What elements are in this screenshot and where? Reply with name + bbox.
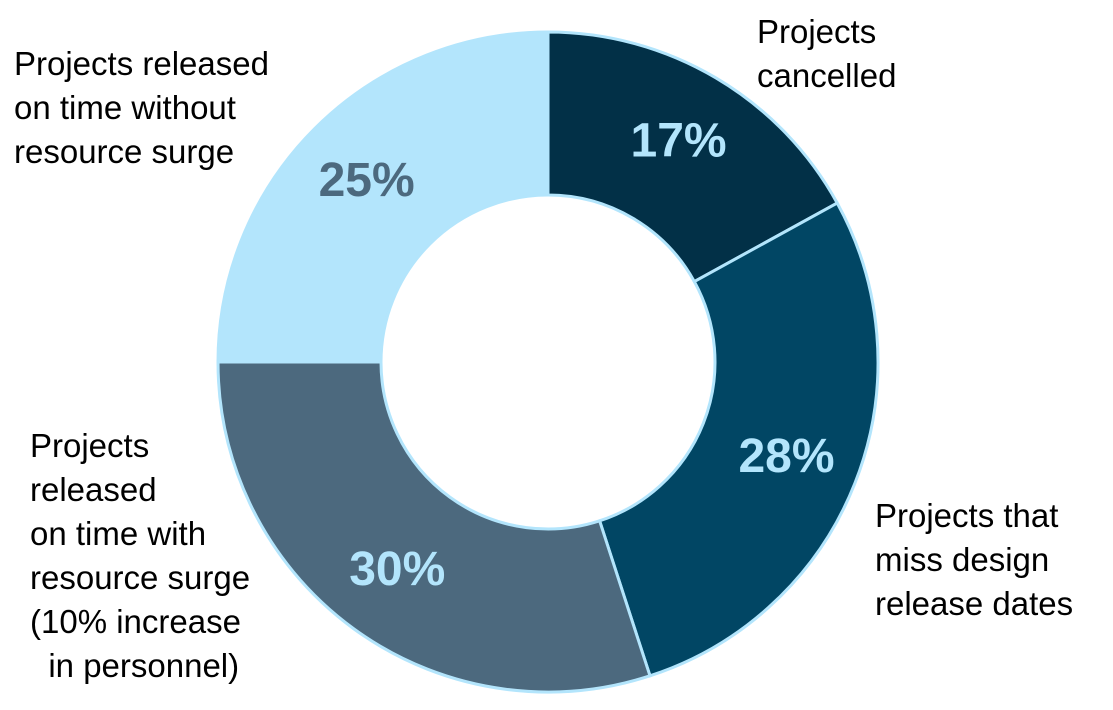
donut-slices <box>216 30 880 694</box>
slice-label-line: Projects <box>30 427 150 464</box>
slice-value-label-4: 25% <box>319 154 415 207</box>
slice-label-line: on time with <box>30 515 207 552</box>
donut-slice-4 <box>216 30 550 364</box>
slice-value-label-1: 17% <box>631 115 727 168</box>
slice-label-line: on time without <box>14 89 236 126</box>
slice-value-label-2: 28% <box>738 430 834 483</box>
slice-label-line: in personnel) <box>30 647 240 684</box>
donut-slice-3 <box>216 360 652 694</box>
slice-label-line: resource surge <box>14 133 235 170</box>
slice-label-on-time-with-surge: Projects released on time with resource sur… <box>30 424 250 688</box>
slice-label-line: released <box>30 471 157 508</box>
slice-label-line: cancelled <box>757 57 897 94</box>
donut-slice-2 <box>597 200 880 678</box>
donut-slice-1 <box>546 30 840 284</box>
slice-label-line: (10% increase <box>30 603 241 640</box>
slice-value-label-3: 30% <box>349 543 445 596</box>
slice-label-line: Projects that <box>875 497 1059 534</box>
slice-label-line: Projects released <box>14 45 269 82</box>
value-labels: 17% 28% 30% 25% <box>319 115 835 596</box>
slice-label-miss-release-dates: Projects that miss design release dates <box>875 494 1073 626</box>
slice-label-line: miss design <box>875 541 1050 578</box>
slice-label-projects-cancelled: Projects cancelled <box>757 10 896 98</box>
slice-label-line: resource surge <box>30 559 251 596</box>
slice-label-line: Projects <box>757 13 877 50</box>
slice-label-on-time-without-surge: Projects released on time without resource… <box>14 42 269 174</box>
slice-label-line: release dates <box>875 585 1074 622</box>
